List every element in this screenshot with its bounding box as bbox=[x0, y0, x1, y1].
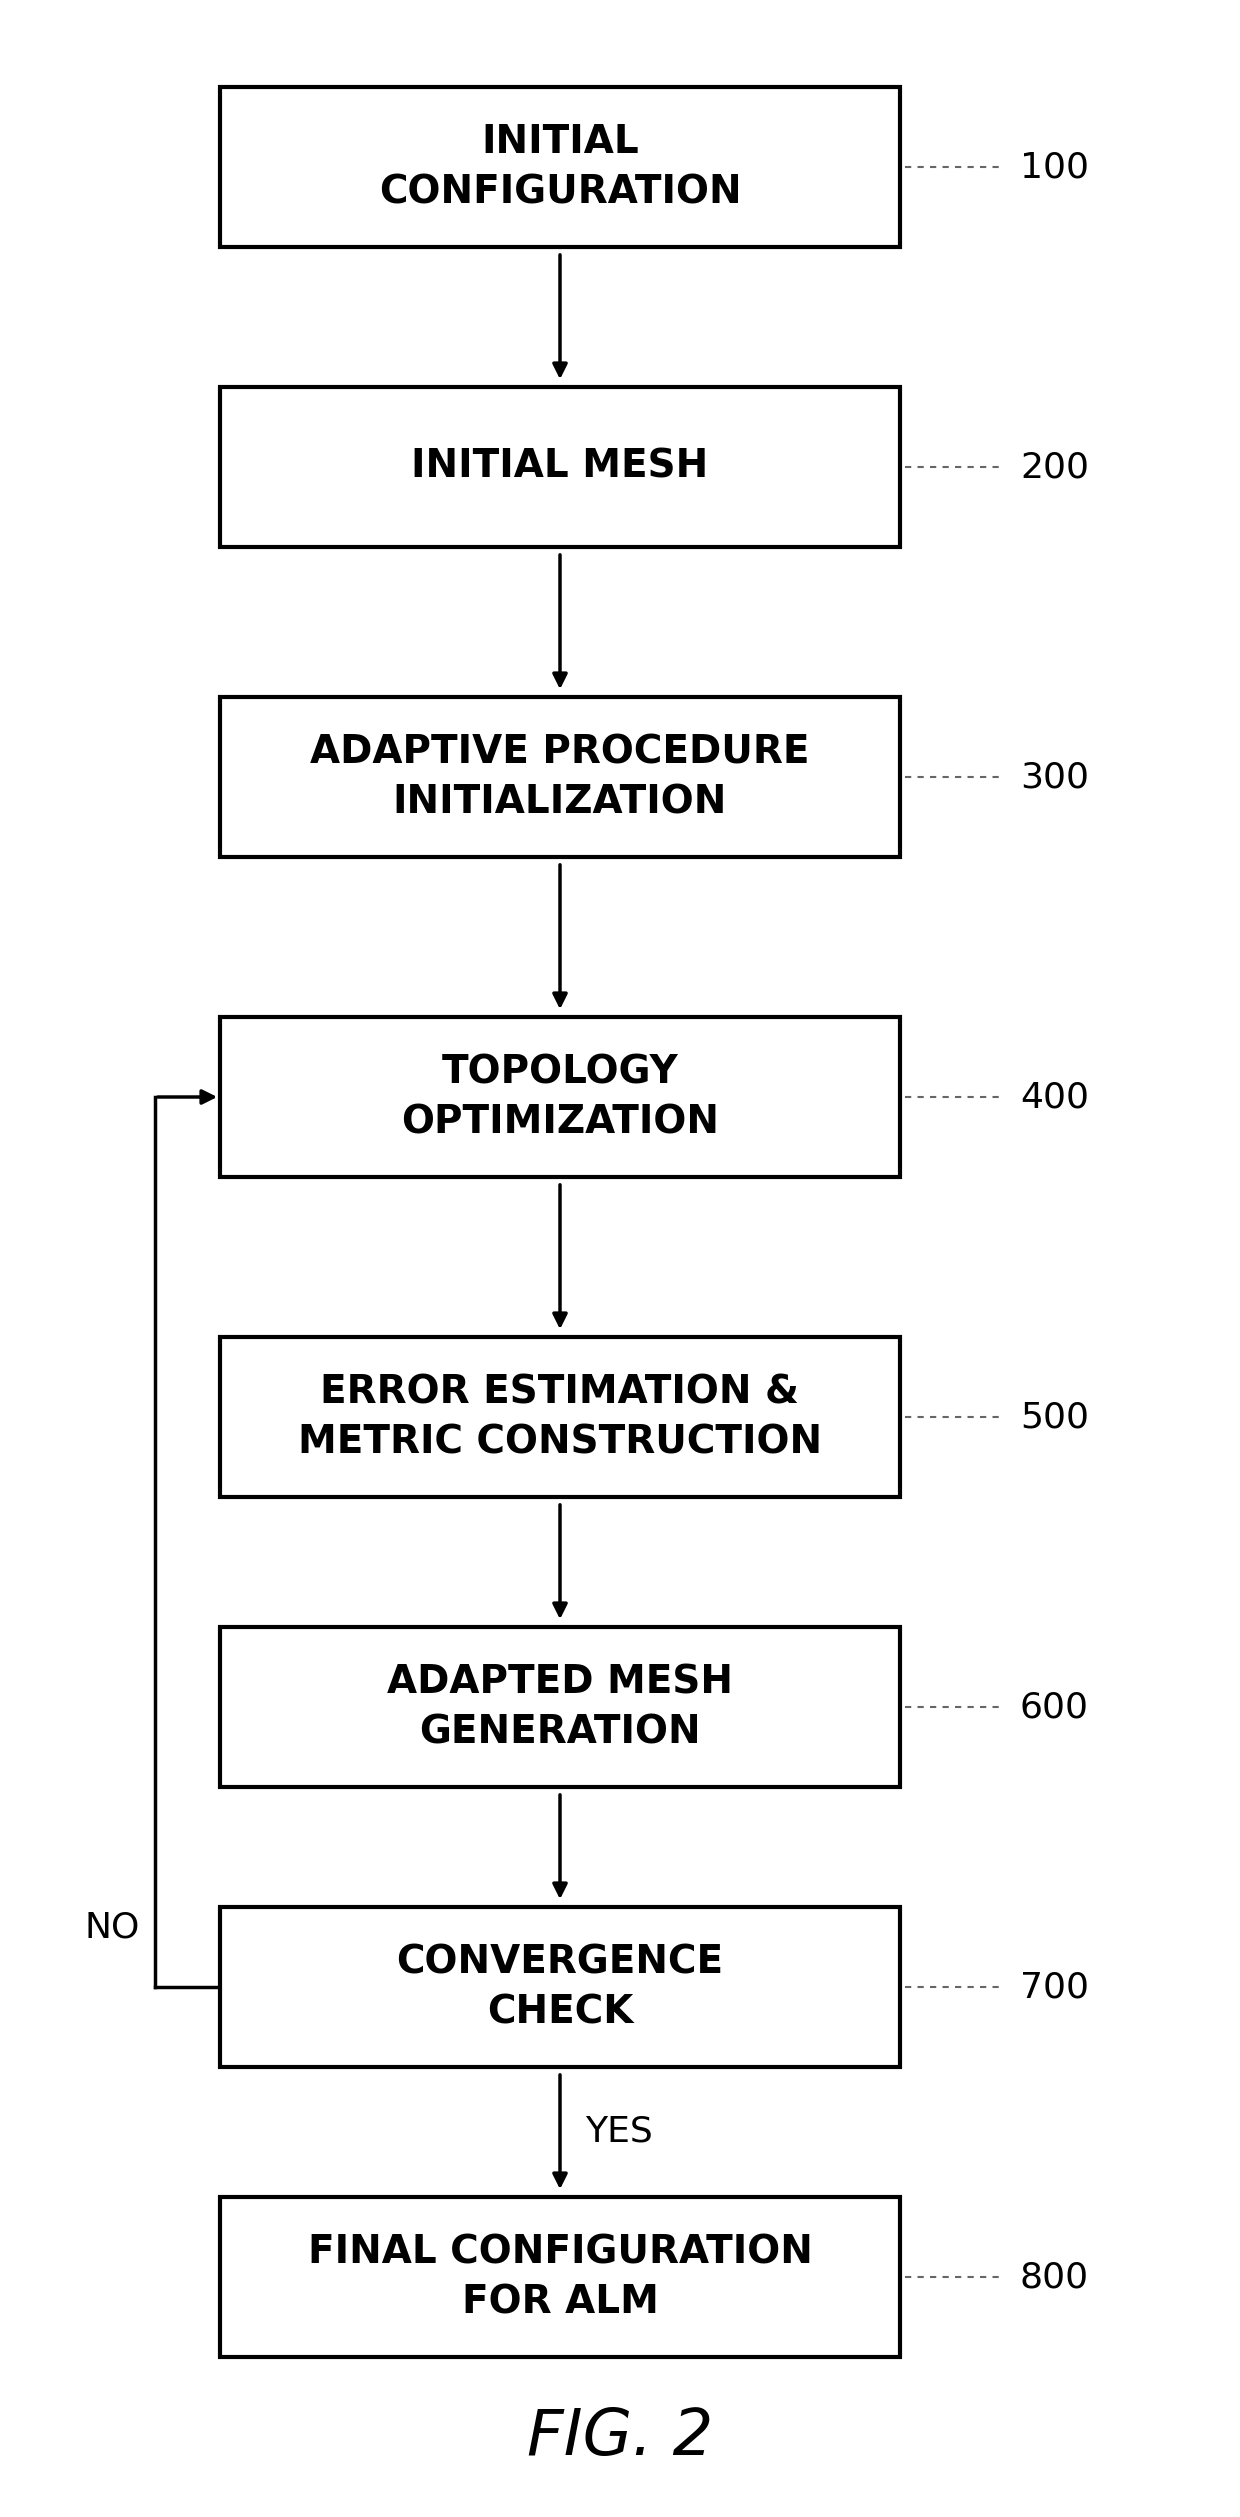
Text: 400: 400 bbox=[1021, 1080, 1089, 1115]
Text: CONVERGENCE
CHECK: CONVERGENCE CHECK bbox=[397, 1943, 724, 2031]
Bar bbox=[219, 1626, 900, 1787]
Text: ADAPTED MESH
GENERATION: ADAPTED MESH GENERATION bbox=[387, 1664, 733, 1752]
Bar bbox=[219, 388, 900, 546]
Text: FIG. 2: FIG. 2 bbox=[527, 2406, 713, 2469]
Text: TOPOLOGY
OPTIMIZATION: TOPOLOGY OPTIMIZATION bbox=[401, 1052, 719, 1140]
Text: 700: 700 bbox=[1021, 1971, 1089, 2004]
Bar bbox=[219, 88, 900, 247]
Text: 800: 800 bbox=[1021, 2260, 1089, 2293]
Text: ADAPTIVE PROCEDURE
INITIALIZATION: ADAPTIVE PROCEDURE INITIALIZATION bbox=[310, 732, 810, 821]
Text: NO: NO bbox=[84, 1910, 140, 1943]
Text: YES: YES bbox=[585, 2114, 652, 2150]
Bar bbox=[219, 697, 900, 856]
Text: 500: 500 bbox=[1021, 1399, 1089, 1435]
Bar bbox=[219, 2197, 900, 2356]
Bar bbox=[219, 1337, 900, 1498]
Text: INITIAL
CONFIGURATION: INITIAL CONFIGURATION bbox=[378, 123, 742, 211]
Text: INITIAL MESH: INITIAL MESH bbox=[412, 448, 708, 486]
Text: ERROR ESTIMATION &
METRIC CONSTRUCTION: ERROR ESTIMATION & METRIC CONSTRUCTION bbox=[298, 1372, 822, 1460]
Text: 600: 600 bbox=[1021, 1689, 1089, 1724]
Text: FINAL CONFIGURATION
FOR ALM: FINAL CONFIGURATION FOR ALM bbox=[308, 2233, 812, 2321]
Text: 100: 100 bbox=[1021, 151, 1089, 184]
Bar bbox=[219, 1908, 900, 2066]
Bar bbox=[219, 1017, 900, 1178]
Text: 300: 300 bbox=[1021, 760, 1089, 793]
Text: 200: 200 bbox=[1021, 451, 1089, 483]
